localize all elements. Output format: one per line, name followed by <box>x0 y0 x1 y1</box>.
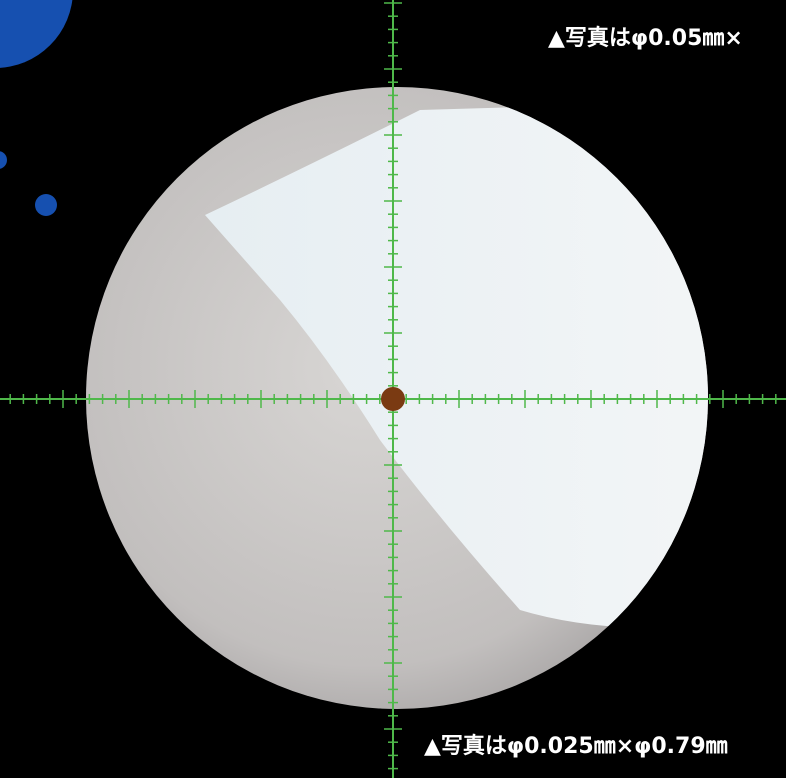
center-dot <box>381 387 405 411</box>
blue-dot <box>35 194 57 216</box>
caption-top: ▲写真はφ0.05㎜× <box>548 26 743 51</box>
highlight <box>205 100 708 628</box>
caption-bottom: ▲写真はφ0.025㎜×φ0.79㎜ <box>424 734 728 759</box>
bright-region <box>205 100 708 628</box>
blue-dot <box>0 151 7 169</box>
blue-badge <box>0 0 73 68</box>
